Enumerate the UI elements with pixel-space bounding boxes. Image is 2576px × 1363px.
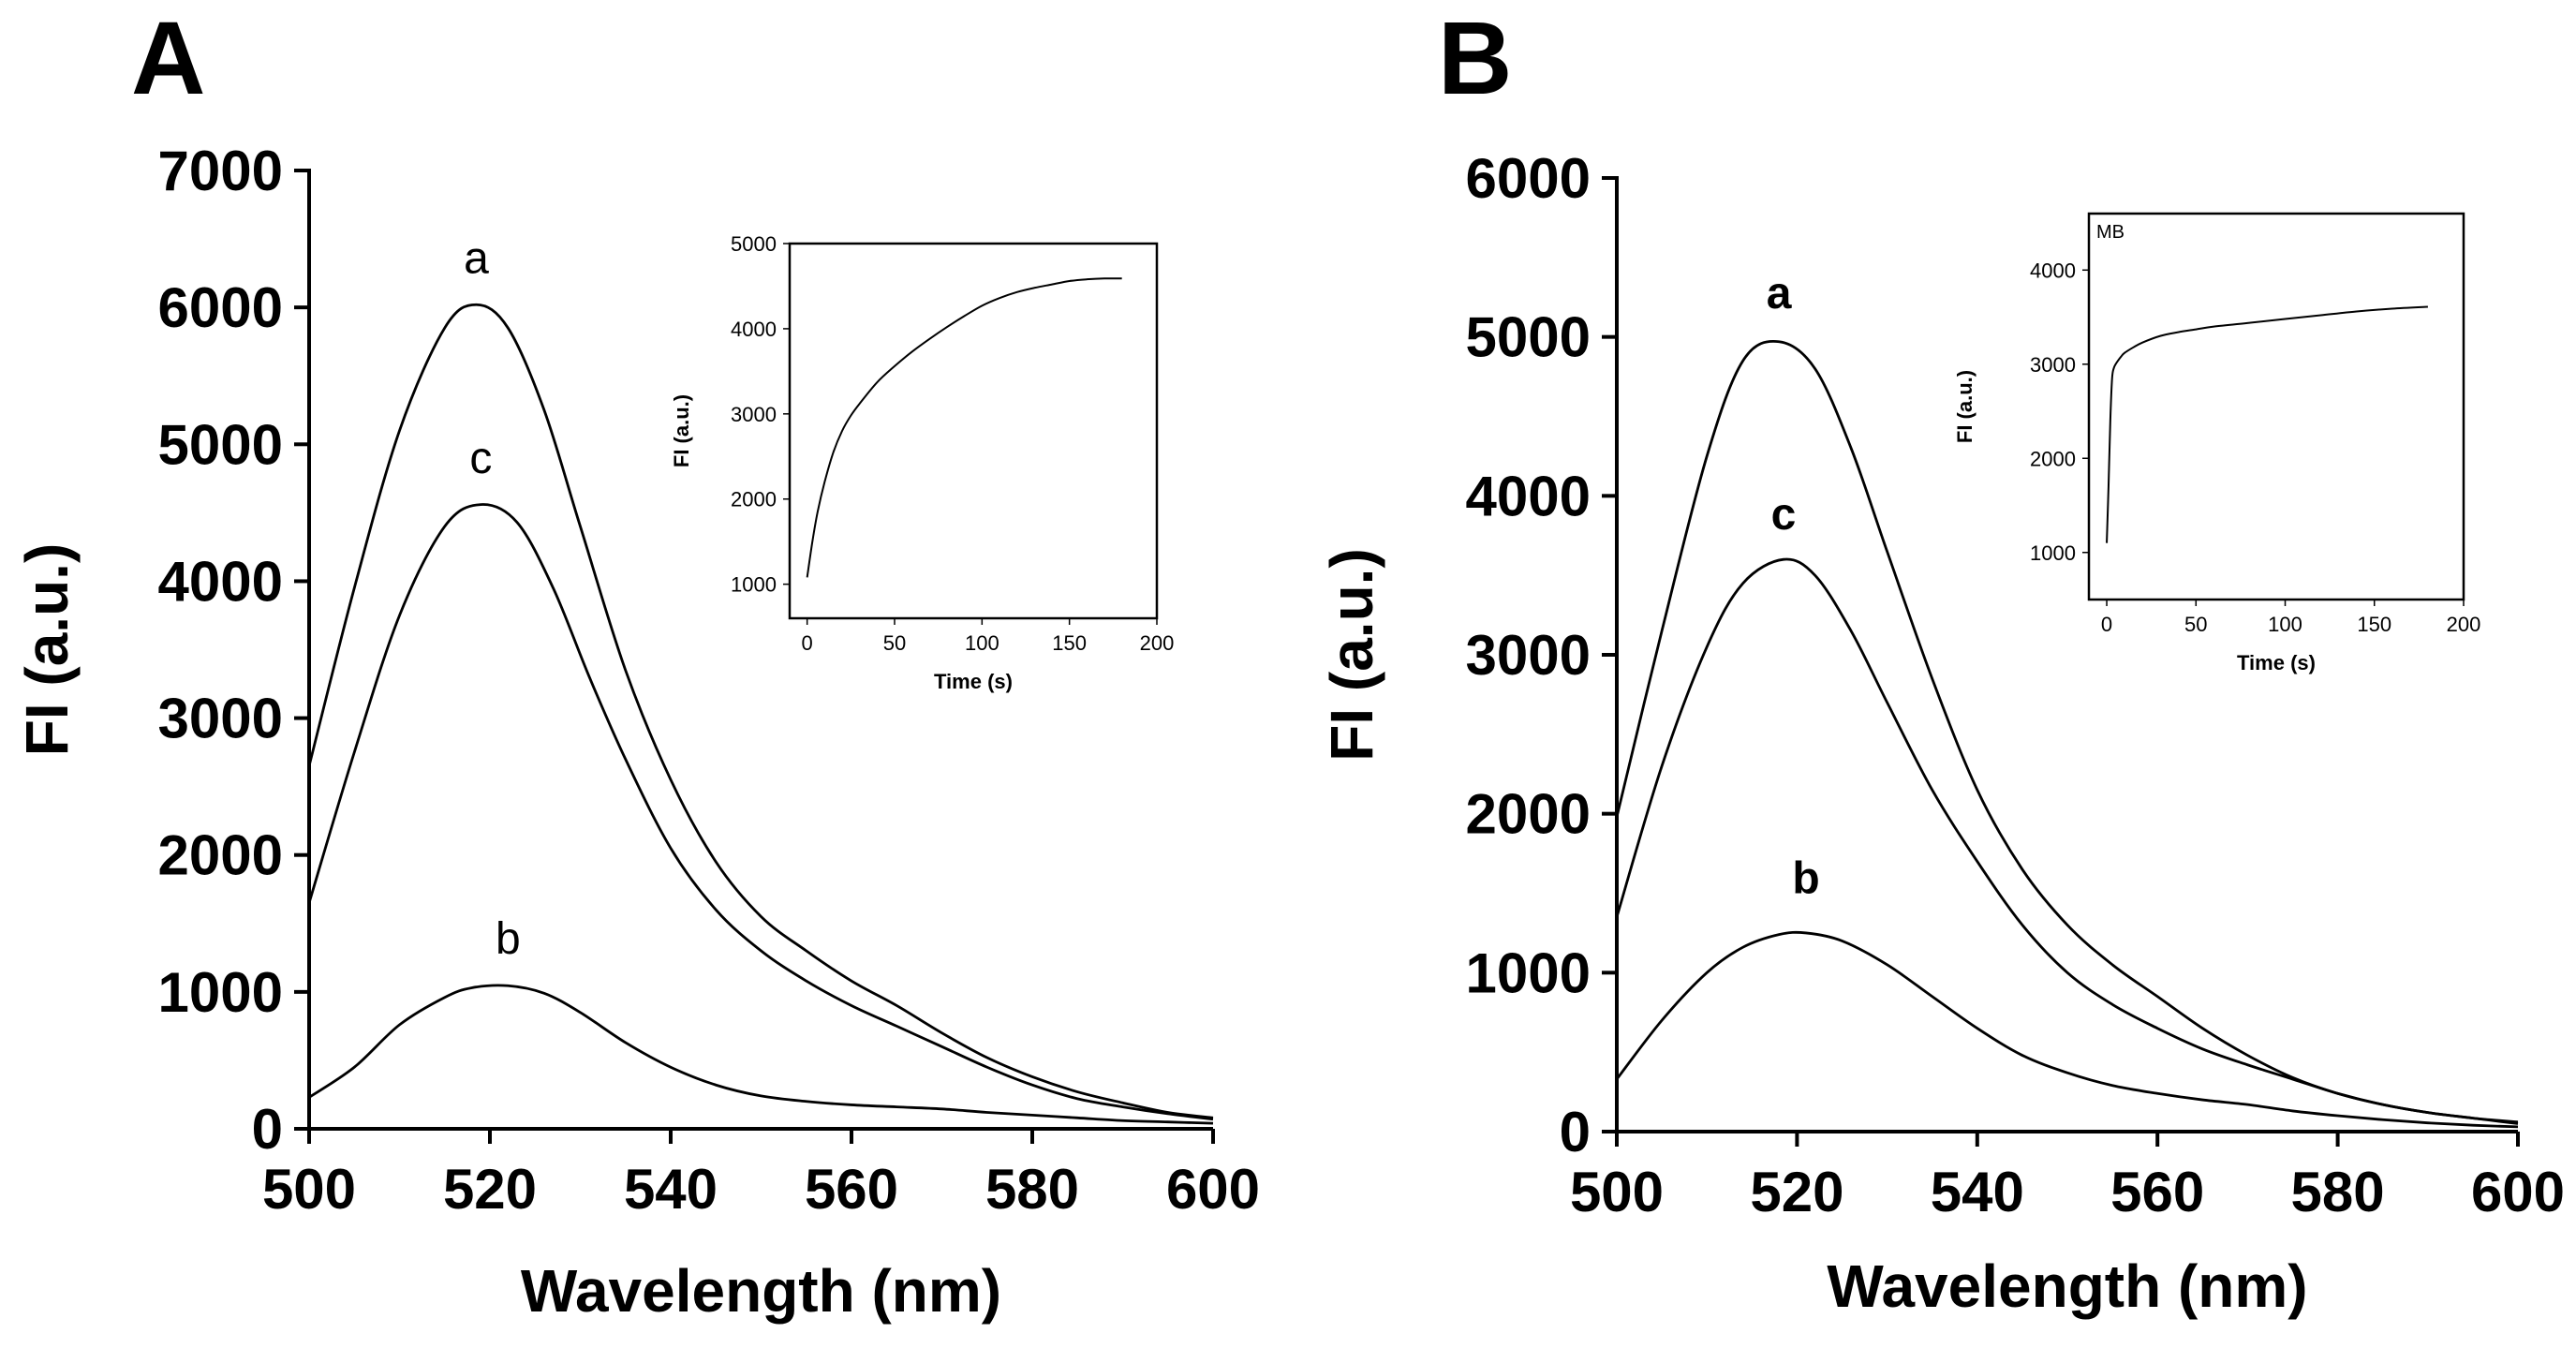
x-tick-label: 600	[2471, 1161, 2565, 1223]
inset-x-tick-label: 0	[2101, 613, 2112, 636]
panel-a-letter: A	[131, 1, 205, 116]
inset-y-tick-label: 3000	[2030, 353, 2076, 377]
panel-b-inset: 1000 2000 3000 4000 0 50 100 150 200 Time (s) FI (…	[1953, 212, 2481, 674]
x-tick-label: 520	[443, 1158, 537, 1221]
series-a-label: a	[464, 234, 489, 284]
inset-y-tick-label: 2000	[2030, 447, 2076, 470]
y-tick-label: 6000	[1466, 147, 1591, 210]
inset-kinetics-line	[2106, 305, 2428, 543]
series-b-line	[1615, 930, 2519, 1129]
x-tick-label: 500	[1570, 1161, 1664, 1223]
series-b-line	[308, 984, 1214, 1125]
x-tick-label: 600	[1166, 1158, 1260, 1221]
y-tick-label: 5000	[1466, 306, 1591, 369]
inset-x-axis-label: Time (s)	[2237, 651, 2316, 674]
inset-x-tick-label: 200	[1140, 631, 1175, 655]
inset-y-tick-label: 1000	[731, 573, 777, 597]
x-tick-label: 580	[985, 1158, 1079, 1221]
inset-y-tick-label: 2000	[731, 488, 777, 511]
series-c-line	[307, 503, 1214, 1121]
y-tick-label: 2000	[1466, 783, 1591, 846]
panel-b-letter: B	[1438, 1, 1512, 116]
inset-x-axis-label: Time (s)	[934, 670, 1013, 693]
x-tick-label: 560	[2110, 1161, 2204, 1223]
y-tick-label: 0	[252, 1098, 283, 1161]
inset-x-tick-label: 0	[802, 631, 813, 655]
inset-note-label: MB	[2096, 222, 2124, 243]
x-axis-label: Wavelength (nm)	[1827, 1252, 2307, 1320]
inset-y-tick-label: 5000	[731, 232, 777, 256]
y-tick-label: 6000	[158, 276, 283, 339]
series-c-label: c	[469, 434, 492, 483]
series-b-label: b	[496, 914, 521, 964]
inset-y-axis-label: FI (a.u.)	[670, 394, 693, 467]
inset-frame	[788, 242, 1159, 620]
inset-x-tick-label: 100	[965, 631, 999, 655]
y-tick-label: 1000	[1466, 941, 1591, 1004]
inset-y-tick-label: 4000	[2030, 259, 2076, 282]
series-a-line	[307, 303, 1214, 1119]
y-tick-label: 0	[1560, 1101, 1591, 1163]
series-a-label: a	[1767, 269, 1792, 319]
x-tick-label: 500	[262, 1158, 356, 1221]
inset-y-tick-label: 4000	[731, 318, 777, 341]
inset-x-tick-label: 100	[2268, 613, 2302, 636]
y-axis-label: FI (a.u.)	[1318, 548, 1385, 762]
x-tick-label: 520	[1750, 1161, 1843, 1223]
inset-x-tick-label: 50	[883, 631, 906, 655]
inset-x-tick-label: 200	[2447, 613, 2481, 636]
x-tick-label: 540	[1931, 1161, 2024, 1223]
inset-y-tick-label: 1000	[2030, 541, 2076, 565]
y-tick-label: 4000	[158, 550, 283, 613]
y-tick-label: 4000	[1466, 465, 1591, 527]
series-c-line	[1615, 557, 2519, 1125]
y-tick-label: 2000	[158, 824, 283, 887]
y-tick-label: 3000	[158, 688, 283, 750]
series-c-label: c	[1771, 490, 1797, 540]
inset-x-tick-label: 150	[1052, 631, 1087, 655]
y-tick-label: 7000	[158, 140, 283, 202]
inset-kinetics-line	[806, 277, 1122, 578]
inset-x-tick-label: 50	[2184, 613, 2207, 636]
y-axis-label: FI (a.u.)	[13, 543, 81, 757]
y-tick-label: 3000	[1466, 624, 1591, 687]
y-tick-label: 5000	[158, 413, 283, 476]
inset-frame	[2087, 212, 2465, 601]
x-tick-label: 560	[805, 1158, 898, 1221]
series-b-label: b	[1792, 854, 1819, 904]
inset-x-tick-label: 150	[2357, 613, 2391, 636]
inset-y-axis-label: FI (a.u.)	[1953, 370, 1976, 443]
y-tick-label: 1000	[158, 961, 283, 1024]
x-tick-label: 580	[2291, 1161, 2385, 1223]
panel-a-inset: 1000 2000 3000 4000 5000 0 50 100 150 200 Time (s)…	[670, 232, 1174, 693]
x-tick-label: 540	[624, 1158, 718, 1221]
x-axis-label: Wavelength (nm)	[521, 1257, 1001, 1325]
inset-y-tick-label: 3000	[731, 403, 777, 426]
